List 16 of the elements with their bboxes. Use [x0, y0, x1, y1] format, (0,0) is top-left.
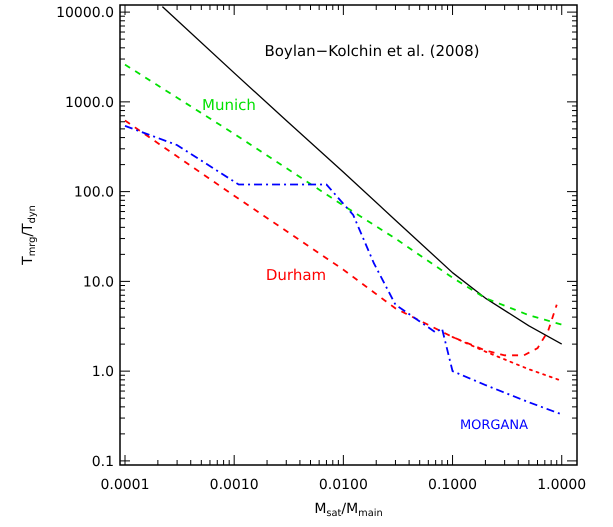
y-tick-label: 1000.0	[65, 94, 114, 111]
y-tick-label: 10000.0	[56, 5, 114, 22]
y-tick-label: 100.0	[74, 184, 114, 201]
x-tick-label: 0.1000	[428, 477, 478, 493]
series-label: Boylan−Kolchin et al. (2008)	[264, 42, 480, 60]
x-tick-label: 0.0001	[100, 477, 150, 493]
y-tick-label: 0.1	[92, 454, 114, 470]
x-tick-label: 0.0100	[318, 477, 368, 493]
series-label: MORGANA	[460, 418, 528, 433]
x-tick-label: 1.0000	[537, 477, 586, 493]
series-label: Durham	[266, 266, 326, 284]
y-tick-label: 1.0	[92, 364, 114, 380]
series-label: Munich	[202, 96, 256, 114]
y-tick-label: 10.0	[82, 274, 114, 290]
x-tick-label: 0.0010	[210, 477, 259, 493]
x-axis-title: M$_{sat}$/M$_{main}$	[314, 501, 383, 519]
